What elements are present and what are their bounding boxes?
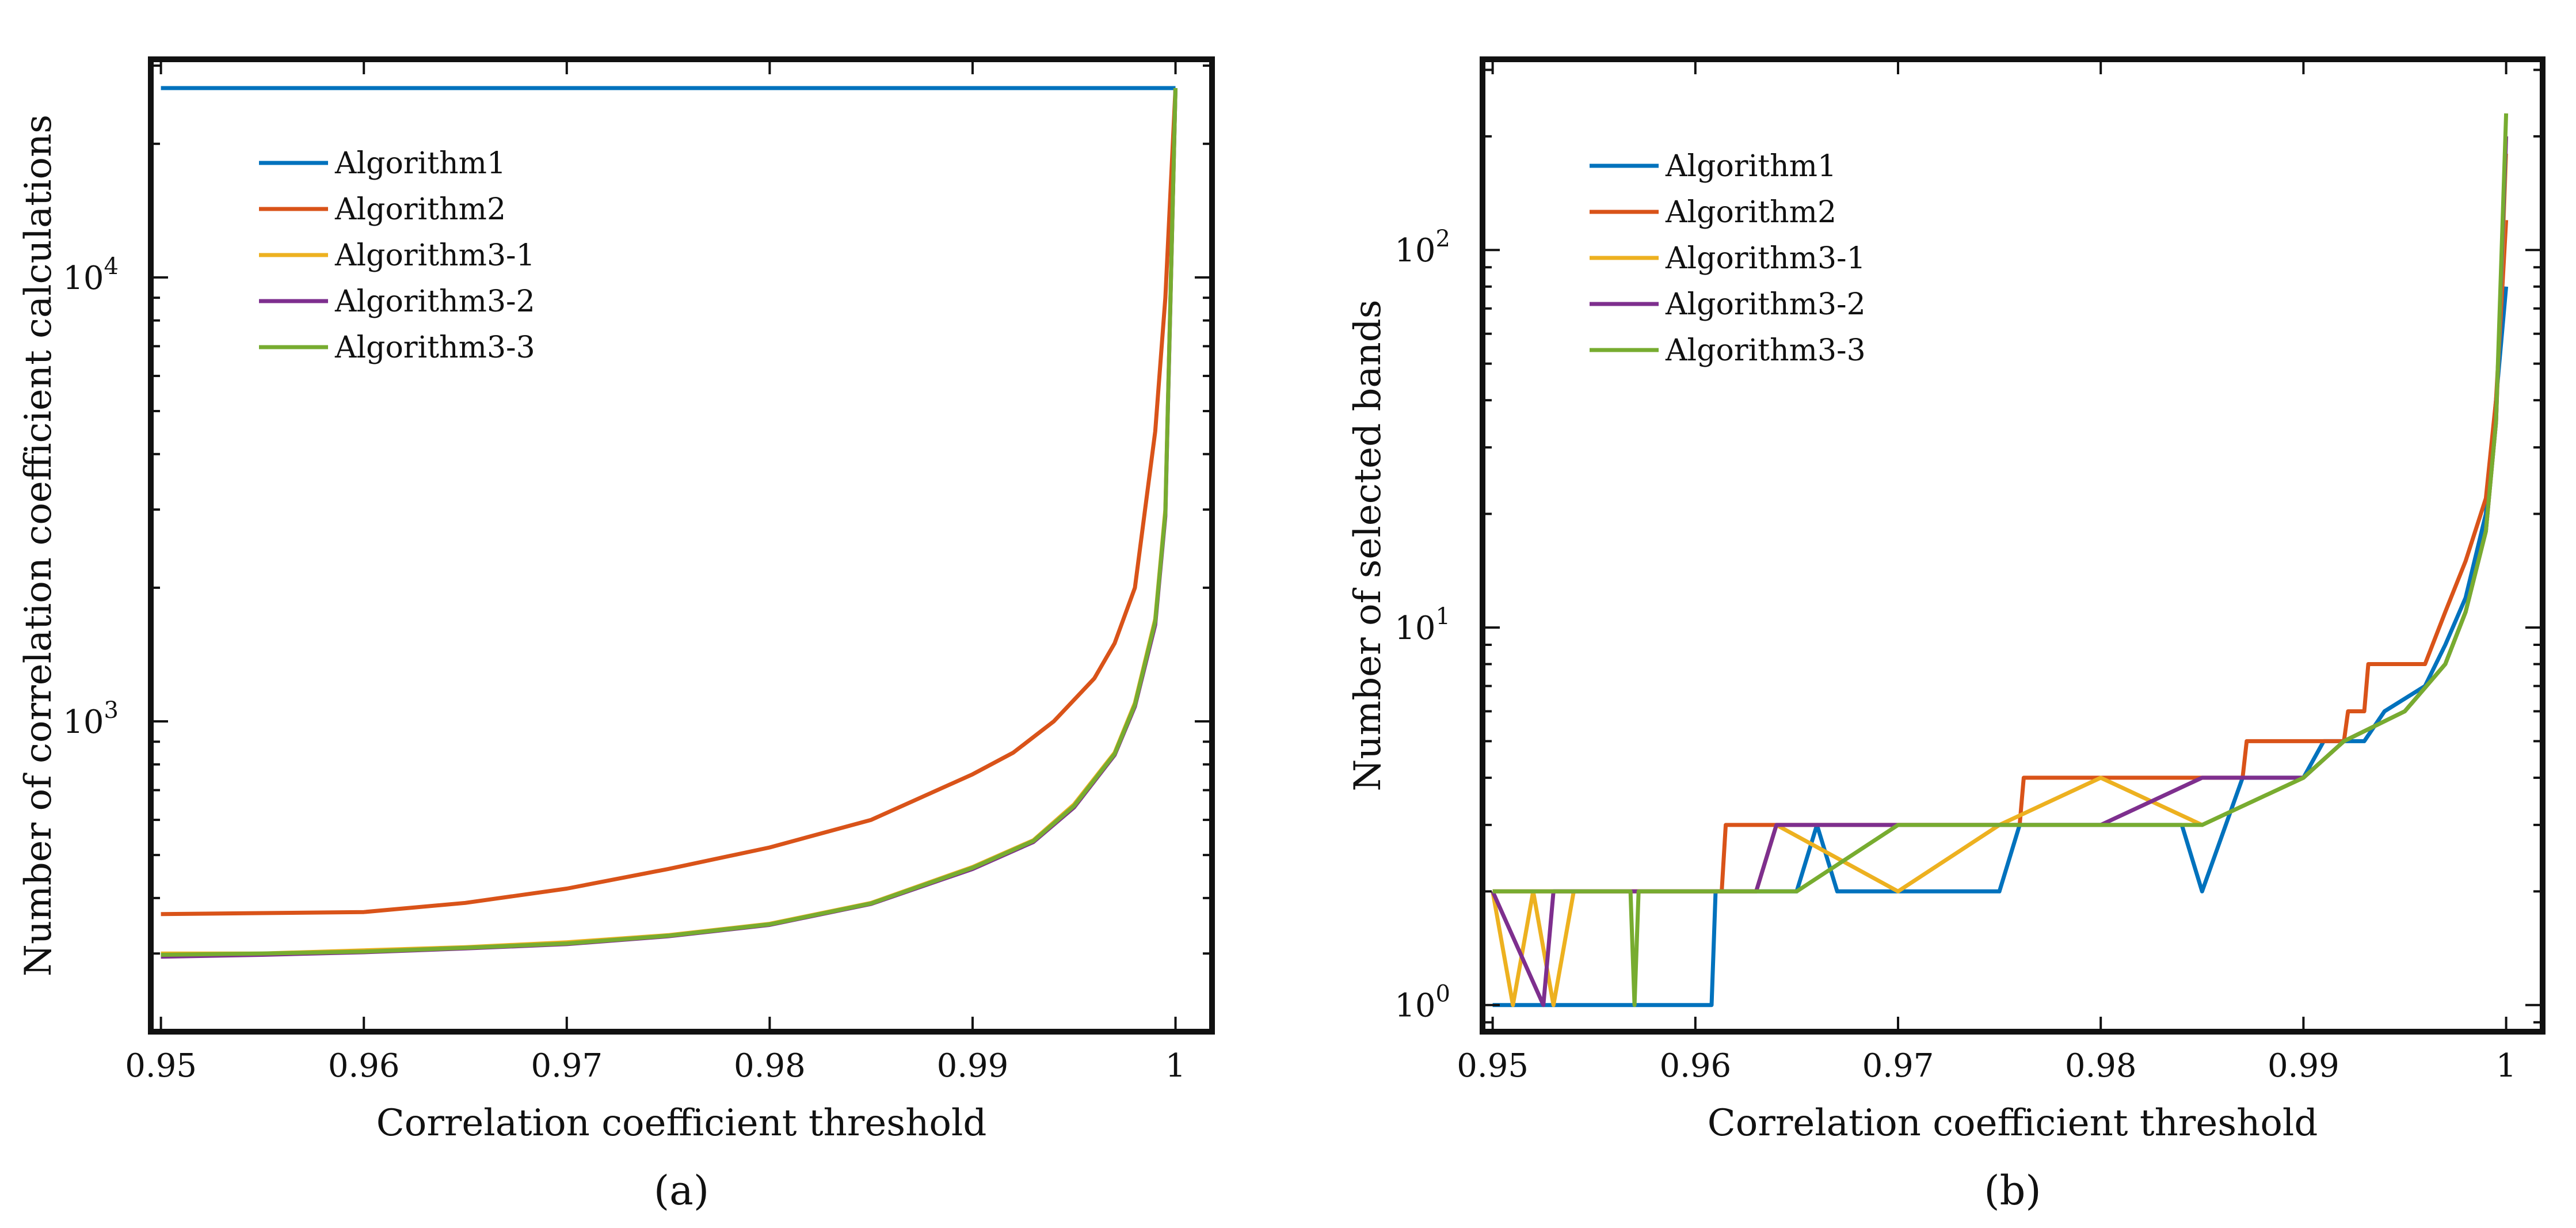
x-axis-label: Correlation coefficient threshold — [1708, 1102, 2318, 1145]
x-tick-label: 0.99 — [937, 1047, 1009, 1085]
legend-label: Algorithm3-3 — [1665, 333, 1866, 368]
x-tick-label: 0.97 — [1862, 1047, 1934, 1085]
series-line-algorithm2 — [161, 88, 1178, 917]
x-tick-label: 0.96 — [328, 1047, 400, 1085]
legend-label: Algorithm3-1 — [1665, 241, 1866, 276]
x-tick-label: 0.95 — [1457, 1047, 1529, 1085]
legend-label: Algorithm3-1 — [334, 238, 535, 273]
y-tick-base: 10 — [1394, 232, 1435, 269]
x-tick-label: 0.96 — [1659, 1047, 1731, 1085]
series-line-algorithm3-3 — [1492, 113, 2509, 1008]
legend-label: Algorithm3-3 — [334, 330, 535, 365]
y-tick-exponent: 4 — [104, 253, 119, 280]
x-axis-label: Correlation coefficient threshold — [376, 1102, 987, 1145]
x-tick-label: 1 — [2496, 1047, 2517, 1085]
series-line-algorithm3-2 — [161, 88, 1178, 959]
y-tick-base: 10 — [1394, 610, 1435, 647]
plot-frame — [1480, 56, 2545, 1035]
legend-label: Algorithm2 — [334, 192, 506, 227]
y-tick-label: 100 — [1394, 981, 1450, 1025]
y-tick-base: 10 — [63, 704, 104, 741]
series-line-algorithm2 — [1492, 220, 2509, 894]
y-tick-label: 101 — [1394, 603, 1450, 647]
y-tick-exponent: 0 — [1436, 981, 1450, 1008]
plot-frame — [148, 56, 1215, 1035]
series-line-algorithm1 — [1492, 286, 2509, 1008]
series-line-algorithm3-1 — [161, 88, 1178, 956]
series-line-algorithm3-3 — [161, 88, 1178, 957]
legend-label: Algorithm1 — [334, 146, 506, 181]
legend-label: Algorithm1 — [1665, 149, 1836, 184]
legend: Algorithm1 Algorithm2 Algorithm3-1 Algorith… — [259, 146, 535, 365]
x-tick-label: 0.98 — [2065, 1047, 2137, 1085]
panel-label: (a) — [654, 1167, 709, 1214]
y-tick-label: 102 — [1394, 226, 1450, 269]
x-tick-label: 0.98 — [734, 1047, 806, 1085]
y-tick-exponent: 3 — [104, 697, 119, 724]
legend: Algorithm1 Algorithm2 Algorithm3-1 Algorith… — [1590, 149, 1866, 368]
legend-label: Algorithm3-2 — [334, 284, 535, 319]
x-tick-label: 0.95 — [125, 1047, 197, 1085]
series-line-algorithm3-1 — [1491, 153, 2509, 1008]
x-tick-label: 1 — [1165, 1047, 1186, 1085]
y-tick-base: 10 — [63, 260, 104, 297]
panel-label: (b) — [1984, 1167, 2041, 1214]
y-tick-label: 103 — [63, 697, 119, 741]
legend-label: Algorithm3-2 — [1665, 287, 1866, 322]
chart-panel-b: 0.95 0.96 0.97 0.98 0.99 1100101102Correlatio… — [1347, 56, 2545, 1214]
x-tick-label: 0.99 — [2268, 1047, 2339, 1085]
y-tick-label: 104 — [63, 253, 119, 297]
legend-label: Algorithm2 — [1665, 195, 1836, 230]
series-line-algorithm3-2 — [1491, 136, 2509, 1008]
y-tick-base: 10 — [1394, 987, 1435, 1025]
y-tick-exponent: 1 — [1436, 603, 1450, 630]
y-axis-label: Number of correlation coefficient calcul… — [17, 115, 60, 976]
x-tick-label: 0.97 — [531, 1047, 603, 1085]
y-tick-exponent: 2 — [1436, 226, 1450, 252]
y-axis-label: Number of selected bands — [1347, 299, 1389, 791]
